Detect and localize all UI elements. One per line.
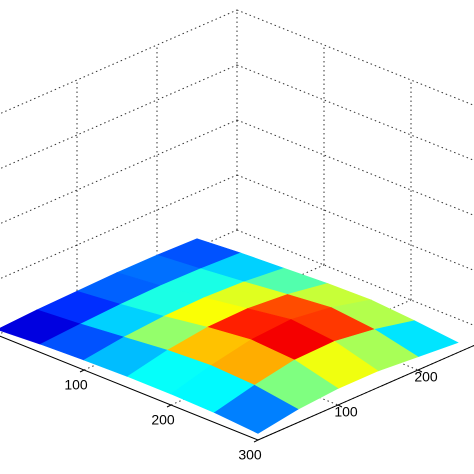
box-edge <box>236 229 474 326</box>
wall-line <box>236 64 474 161</box>
wall-line <box>236 119 474 216</box>
x-tick-label: 300 <box>238 447 262 463</box>
y-tick-label: 200 <box>414 369 438 385</box>
wall-line <box>0 64 238 170</box>
x-tick <box>79 369 85 373</box>
x-tick <box>166 404 172 408</box>
x-tick-label: 200 <box>151 412 175 428</box>
y-tick <box>417 369 423 373</box>
x-tick-label: 100 <box>64 377 88 393</box>
wall-line <box>0 174 238 280</box>
x-tick <box>253 439 259 443</box>
box-edge <box>0 9 238 115</box>
y-tick-label: 100 <box>334 404 358 420</box>
box-edge <box>236 9 474 106</box>
y-axis <box>257 344 474 441</box>
wall-line <box>236 174 474 271</box>
y-tick <box>337 404 343 408</box>
surface-cell <box>213 384 299 434</box>
x-axis <box>0 335 259 441</box>
wall-line <box>0 119 238 225</box>
